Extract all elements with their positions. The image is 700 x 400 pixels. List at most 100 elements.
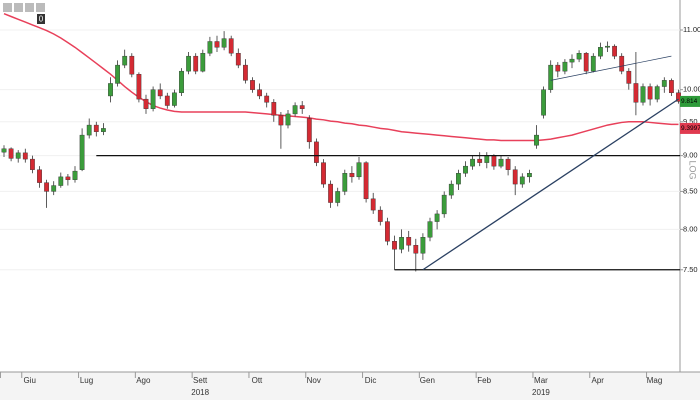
x-tick-label: Sett [193,376,208,385]
candle-body [157,89,163,97]
candle-body [406,237,412,246]
candle-body [278,115,284,126]
candle-body [314,141,319,163]
candle-body [385,221,390,242]
candle-body [370,198,376,211]
badge-box[interactable] [37,14,45,24]
x-tick-label: Ago [136,376,151,385]
candle-body [356,162,362,178]
candle-body [548,64,554,90]
candle-body [242,64,248,81]
candle-body [108,83,113,97]
candle-body [669,80,674,94]
x-year-label: 2018 [191,388,209,397]
candle-body [264,95,270,103]
x-axis-band [0,372,700,400]
price-tag-label: 9.814 [681,98,698,105]
candle-body [235,52,241,66]
candle-body [228,38,234,54]
candle-body [271,102,277,116]
candle-body [626,70,632,84]
candle-body [484,155,490,163]
candle-body [30,158,35,170]
y-tick-label: 9.00 [683,151,698,160]
tool-icon[interactable] [36,3,45,12]
candle-body [136,74,142,100]
price-tag-box [680,95,700,107]
candle-body [456,173,461,185]
candle-body [420,237,426,254]
candle-body [214,41,220,48]
candle-body [285,113,291,126]
candle-body [171,92,177,106]
y-tick-label: 7.50 [683,265,698,274]
candle-body [221,38,227,48]
y-tick-label: 8.00 [683,224,698,233]
candle-body [512,169,518,185]
tool-icon[interactable] [25,3,34,12]
candle-body [633,83,639,103]
toolbar: 0 [3,3,45,24]
scale-label: LOG [688,160,698,179]
candle-body [143,98,149,109]
tool-icon[interactable] [14,3,23,12]
y-tick-label: 9.50 [683,117,698,126]
price-tag-label: 9.3997 [681,125,700,132]
candle-body [612,45,618,57]
candle-body [193,55,199,72]
candle-body [569,58,575,63]
x-year-label: 2019 [532,388,550,397]
candle-body [392,241,397,250]
candle-body [349,173,355,178]
candle-body [44,182,50,192]
candle-body [1,148,7,153]
x-tick-label: Lug [80,376,93,385]
candle-body [598,47,603,57]
tool-icon[interactable] [3,3,12,12]
candle-body [8,148,14,159]
candle-body [115,64,121,84]
candle-body [335,191,341,203]
candle-body [555,64,561,72]
candle-body [79,134,85,170]
candle-body [15,152,21,159]
candle-body [100,128,106,132]
candle-body [306,118,312,143]
candle-body [463,165,468,174]
candle-body [590,55,596,72]
candle-body [299,105,305,109]
candle-body [257,89,262,97]
x-tick-label: Feb [477,376,491,385]
candle-body [448,183,454,196]
x-tick-label: Gen [420,376,435,385]
candle-body [583,52,589,72]
candle-body [505,158,511,170]
candle-body [654,86,660,100]
candle-body [292,105,298,115]
candle-body [576,52,582,60]
candle-body [186,55,191,72]
candle-body [122,55,128,66]
x-tick-label: Ott [252,376,263,385]
candle-body [93,124,99,132]
candle-body [72,170,78,180]
candle-body [413,245,419,254]
candle-body [164,95,170,106]
candle-body [498,158,504,167]
candle-body [51,185,57,192]
candle-body [640,86,646,103]
y-tick-label: 11.00 [683,25,700,34]
candle-body [65,176,71,180]
candle-body [519,176,525,185]
candle-body [534,134,539,146]
candle-body [250,80,255,90]
candle-body [377,209,383,222]
candle-body [619,55,625,72]
candle-body [58,176,64,186]
candle-body [441,194,447,215]
x-tick-label: Mag [647,376,663,385]
candle-body [363,162,369,200]
candle-body [470,158,475,167]
x-tick-label: Dic [365,376,377,385]
candle-body [661,80,667,87]
